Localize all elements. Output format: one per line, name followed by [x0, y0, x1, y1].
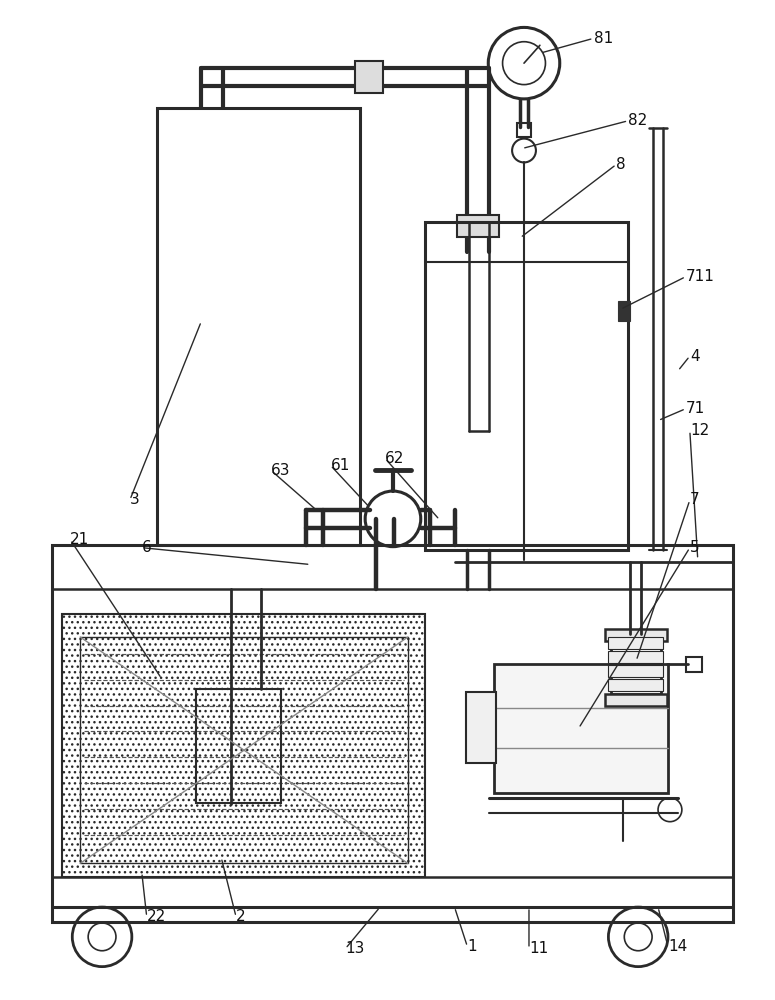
Text: 11: 11: [529, 941, 548, 956]
Bar: [608, 651, 663, 663]
Text: 71: 71: [686, 401, 705, 416]
Text: 21: 21: [71, 532, 90, 547]
Bar: [62, 614, 425, 877]
Text: 1: 1: [467, 939, 477, 954]
Bar: [355, 61, 383, 93]
Bar: [53, 545, 732, 922]
Text: 711: 711: [686, 269, 715, 284]
Bar: [608, 637, 663, 649]
Text: 13: 13: [346, 941, 365, 956]
Text: 5: 5: [690, 540, 700, 555]
Bar: [467, 692, 496, 763]
Text: 61: 61: [330, 458, 350, 473]
Bar: [425, 222, 629, 550]
Text: 7: 7: [690, 492, 700, 508]
Text: 62: 62: [385, 451, 405, 466]
Bar: [618, 301, 630, 321]
Text: 12: 12: [690, 423, 709, 438]
Text: 3: 3: [130, 492, 140, 508]
Text: 4: 4: [690, 349, 700, 364]
Bar: [157, 108, 360, 545]
Bar: [196, 689, 281, 803]
Bar: [517, 123, 531, 137]
Bar: [608, 665, 663, 677]
Bar: [81, 637, 408, 863]
Bar: [605, 629, 667, 641]
Text: 81: 81: [594, 31, 613, 46]
Bar: [686, 657, 701, 672]
Text: 6: 6: [142, 540, 152, 555]
Text: 8: 8: [616, 157, 626, 172]
Text: 22: 22: [146, 909, 166, 924]
Bar: [605, 694, 667, 706]
Bar: [494, 664, 668, 793]
Text: 82: 82: [629, 113, 647, 128]
Bar: [457, 215, 499, 237]
Bar: [611, 634, 661, 694]
Text: 14: 14: [668, 939, 687, 954]
Text: 2: 2: [236, 909, 246, 924]
Bar: [608, 679, 663, 691]
Text: 63: 63: [270, 463, 291, 478]
